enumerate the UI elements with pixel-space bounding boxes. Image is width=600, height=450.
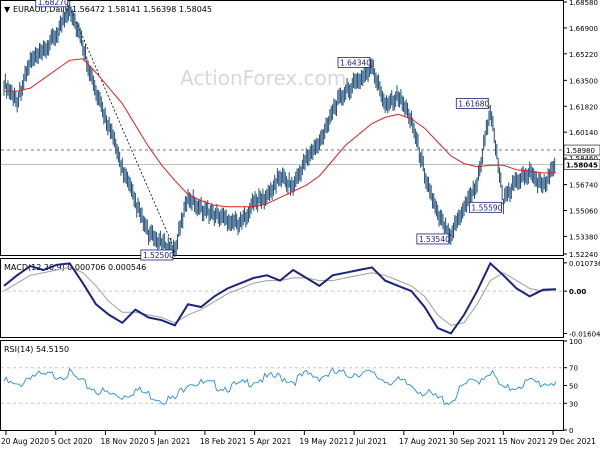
macd-y-tick-label: 0.010736 [569,260,600,268]
x-tick-label: 15 Nov 2021 [498,437,546,446]
watermark: ActionForex.com [180,66,346,90]
rsi-y-tick-label: 30 [569,400,578,408]
price-annotation-leader [501,202,504,205]
price-annotation-leader [369,65,373,68]
x-tick-label: 19 May 2021 [299,437,348,446]
price-y-tick-label: 1.61820 [569,103,598,111]
symbol-icon: ▼ [4,5,11,14]
x-tick-label: 17 Aug 2021 [399,437,447,446]
x-tick-label: 20 Aug 2020 [1,437,49,446]
rsi-line [3,367,557,406]
level-price-label: 1.58980 [566,147,595,155]
rsi-y-tick-label: 100 [569,338,582,346]
symbol-label: EURAUD,Daily [13,5,70,14]
x-tick-label: 2 Jul 2021 [349,437,387,446]
price-annotation-box [455,98,489,109]
price-annotation-box [337,56,371,68]
ohlc-readout: 1.56472 1.58141 1.56398 1.58045 [72,5,212,14]
rsi-y-tick-label: 0 [569,427,573,435]
price-y-tick-label: 1.58460 [569,155,598,163]
x-tick-label: 5 Jan 2021 [150,437,190,446]
price-annotation-leader [67,4,70,7]
moving-average-line [4,58,556,208]
trendline [69,6,176,251]
price-layer: 1.68270 1.52500 1.64340 1.53540 1.61680 1.555… [3,0,556,261]
level-price-box [563,144,600,156]
macd-line [3,261,557,335]
x-tick-label: 18 Nov 2020 [100,437,148,446]
x-tick-label: 29 Dec 2021 [548,437,596,446]
x-tick-label: 5 Oct 2020 [51,437,93,446]
price-annotation-box [140,249,174,261]
macd-title: MACD(12,26,9) 0.000706 0.000546 [4,263,146,272]
price-annotation-label: 1.52500 [143,251,174,260]
price-annotation-box [35,0,69,8]
price-annotation-label: 1.68270 [38,0,69,7]
price-y-tick-label: 1.52240 [569,251,598,259]
price-y-tick-label: 1.65220 [569,51,598,59]
price-annotation-leader [448,233,452,237]
macd-y-tick-label: -0.016046 [569,330,600,338]
rsi-y-tick-label: 50 [569,383,578,391]
rsi-panel-frame [0,340,564,431]
price-panel-frame [0,0,564,256]
macd-layer [3,261,557,335]
price-annotation-leader [172,249,176,253]
price-annotation-label: 1.53540 [419,235,450,244]
price-y-tick-label: 1.56740 [569,182,598,190]
price-y-tick-label: 1.68580 [569,0,598,7]
price-annotation-label: 1.61680 [458,99,489,108]
macd-panel-frame [0,258,564,338]
macd-y-tick-label: 0.00 [569,288,586,296]
rsi-layer [3,367,557,406]
price-y-tick-label: 1.53380 [569,233,598,241]
current-price-box [563,159,600,170]
price-y-tick-label: 1.55060 [569,208,598,216]
x-tick-label: 30 Sep 2021 [449,437,497,446]
price-y-tick-label: 1.66900 [569,25,598,33]
price-annotation-label: 1.55590 [471,203,502,212]
x-tick-label: 5 Apr 2021 [250,437,292,446]
rsi-title: RSI(14) 54.5150 [4,345,69,354]
price-annotation-box [416,233,450,245]
price-annotation-box [469,201,502,213]
rsi-y-tick-label: 70 [569,365,578,373]
price-annotation-label: 1.64340 [340,58,371,67]
current-price-label: 1.58045 [566,161,598,169]
price-annotation-leader [488,106,491,109]
price-y-tick-label: 1.60140 [569,129,598,137]
x-tick-label: 18 Feb 2021 [200,437,247,446]
price-y-tick-label: 1.63500 [569,77,598,85]
